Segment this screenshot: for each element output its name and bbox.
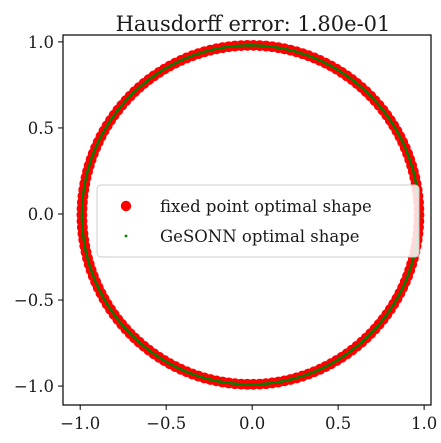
y-tick-label: −1.0 [14, 377, 54, 396]
legend: fixed point optimal shape GeSONN optimal… [96, 184, 420, 258]
x-tick-label: 0.0 [239, 414, 265, 433]
plot-area [76, 39, 425, 390]
x-tick-label: −1.0 [60, 414, 100, 433]
legend-marker-gesonn [124, 234, 128, 238]
plot-frame [62, 34, 432, 406]
x-tick-label: 0.5 [325, 414, 351, 433]
chart-title: Hausdorff error: 1.80e-01 [116, 12, 391, 36]
y-tick-label: 0.0 [28, 205, 54, 224]
x-tick-label: −0.5 [146, 414, 186, 433]
legend-box [96, 184, 420, 258]
y-tick-label: −0.5 [14, 291, 54, 310]
y-tick-label: 0.5 [28, 119, 54, 138]
legend-label-fixed-point: fixed point optimal shape [160, 197, 372, 216]
axes: −1.0 −0.5 0.0 0.5 1.0 −1.0 −0.5 0.0 0.5 1.0 [14, 33, 437, 433]
y-tick-label: 1.0 [28, 33, 54, 52]
x-tick-label: 1.0 [411, 414, 437, 433]
legend-marker-fixed-point [120, 200, 132, 212]
legend-label-gesonn: GeSONN optimal shape [160, 227, 360, 246]
